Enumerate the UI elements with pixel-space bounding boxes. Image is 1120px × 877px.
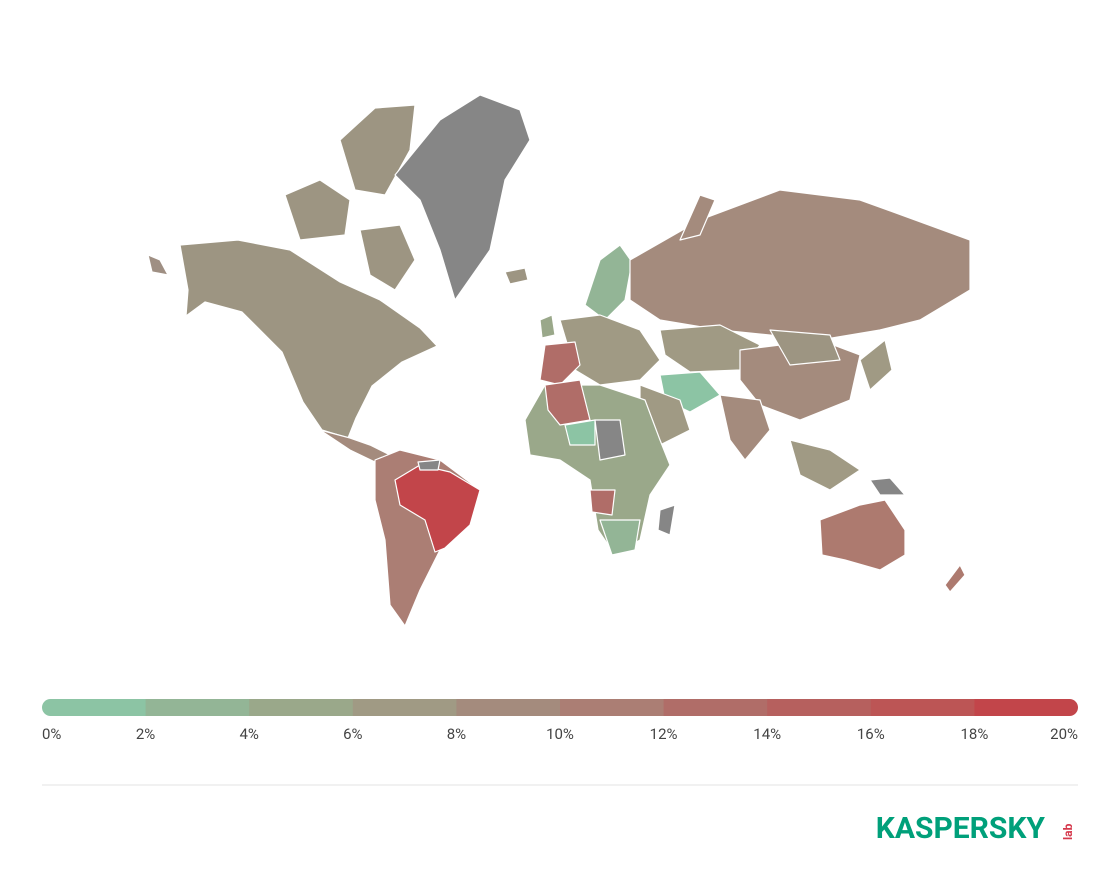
legend-swatch xyxy=(249,699,354,716)
country xyxy=(339,104,416,196)
country xyxy=(944,564,966,593)
country xyxy=(319,429,391,463)
legend-swatch xyxy=(456,699,561,716)
legend-scale xyxy=(42,699,1078,716)
legend-swatch xyxy=(663,699,768,716)
country xyxy=(679,194,716,241)
country xyxy=(417,459,441,471)
legend-label: 2% xyxy=(136,725,155,743)
country xyxy=(629,189,971,341)
country xyxy=(504,267,529,285)
country xyxy=(657,504,676,536)
country xyxy=(284,179,351,241)
legend-label: 4% xyxy=(239,725,258,743)
country xyxy=(524,384,671,556)
legend-swatch xyxy=(870,699,975,716)
legend-label: 6% xyxy=(343,725,362,743)
legend-swatch xyxy=(42,699,147,716)
legend: 0% 2% 4% 6% 8% 10% 12% 14% 16% 18% 20% xyxy=(42,699,1078,743)
country xyxy=(539,314,556,339)
legend-label: 10% xyxy=(546,725,574,743)
legend-swatch xyxy=(974,699,1078,716)
legend-label: 18% xyxy=(960,725,988,743)
legend-label: 20% xyxy=(1050,725,1078,743)
country xyxy=(859,339,893,391)
country xyxy=(147,254,169,276)
legend-label: 0% xyxy=(42,725,61,743)
world-map xyxy=(147,94,971,627)
country xyxy=(394,94,531,301)
legend-swatch xyxy=(560,699,665,716)
country xyxy=(594,419,626,461)
legend-label: 14% xyxy=(753,725,781,743)
country xyxy=(544,379,591,426)
legend-label: 12% xyxy=(650,725,678,743)
country xyxy=(599,519,641,556)
legend-swatch xyxy=(767,699,872,716)
country xyxy=(584,244,633,321)
legend-swatch xyxy=(352,699,457,716)
legend-label: 8% xyxy=(447,725,466,743)
country xyxy=(719,394,771,461)
legend-swatch xyxy=(145,699,250,716)
legend-label: 16% xyxy=(857,725,885,743)
logo-suffix: lab xyxy=(1061,823,1075,840)
country xyxy=(179,239,438,439)
country xyxy=(589,489,616,516)
country xyxy=(869,477,906,496)
country xyxy=(359,224,416,291)
country xyxy=(789,439,861,491)
country xyxy=(564,419,596,446)
country xyxy=(539,341,581,386)
country xyxy=(559,314,661,386)
country xyxy=(819,499,906,571)
logo-text: KASPERSKY xyxy=(876,811,1046,846)
country xyxy=(769,329,841,366)
